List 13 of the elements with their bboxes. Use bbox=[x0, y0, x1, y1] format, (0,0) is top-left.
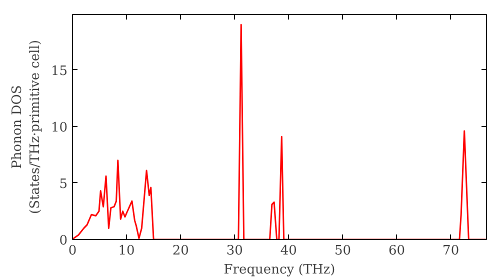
x-tick-label: 50 bbox=[334, 244, 352, 258]
y-tick-label: 15 bbox=[50, 64, 68, 79]
x-tick-label: 70 bbox=[442, 244, 460, 258]
x-tick-label: 30 bbox=[226, 244, 243, 258]
y-tick-label: 5 bbox=[59, 176, 68, 192]
x-tick-label: 20 bbox=[172, 244, 189, 258]
y-tick-label: 10 bbox=[50, 120, 68, 136]
y-tick-label: 0 bbox=[59, 234, 68, 248]
x-tick-label: 10 bbox=[118, 244, 135, 258]
x-tick-label: 60 bbox=[388, 244, 406, 258]
x-axis-title: Frequency (THz) bbox=[224, 262, 336, 278]
x-tick-label: 40 bbox=[280, 244, 297, 258]
y-axis-title: Phonon DOS (States/THz·primitive cell) bbox=[10, 40, 43, 214]
